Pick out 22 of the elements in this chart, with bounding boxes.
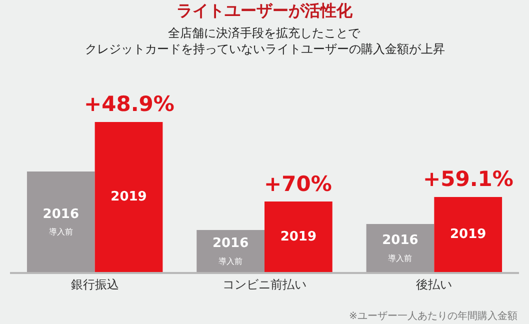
x-tick-label: コンビニ前払い bbox=[222, 277, 306, 292]
bar bbox=[434, 197, 502, 272]
annotation: +70% bbox=[264, 172, 332, 196]
text: ※ユーザー一人あたりの年間購入金額 bbox=[349, 310, 518, 322]
annotation: +48.9% bbox=[84, 92, 174, 116]
annotation: +59.1% bbox=[423, 167, 514, 191]
bar bbox=[26, 172, 95, 272]
text: 2019 bbox=[280, 229, 317, 244]
bar bbox=[366, 224, 434, 272]
chart-subtitle: 全店舗に決済手段を拡充したことで bbox=[168, 26, 361, 40]
bar bbox=[196, 230, 264, 272]
bar bbox=[264, 202, 332, 272]
x-tick-label: 後払い bbox=[416, 277, 452, 292]
series-label: 2016 導入前 bbox=[212, 236, 249, 266]
text: 2016 導入前 bbox=[382, 233, 418, 263]
series-label: 2019 bbox=[450, 227, 486, 242]
bar bbox=[94, 122, 163, 272]
text: 2016 導入前 bbox=[42, 206, 79, 237]
chart-title: ライトユーザーが活性化 bbox=[176, 1, 354, 20]
text: クレジットカードを持っていないライトユーザーの購入金額が上昇 bbox=[85, 42, 445, 56]
text: 2019 bbox=[110, 190, 147, 204]
x-tick-label: 銀行振込 bbox=[70, 277, 119, 292]
